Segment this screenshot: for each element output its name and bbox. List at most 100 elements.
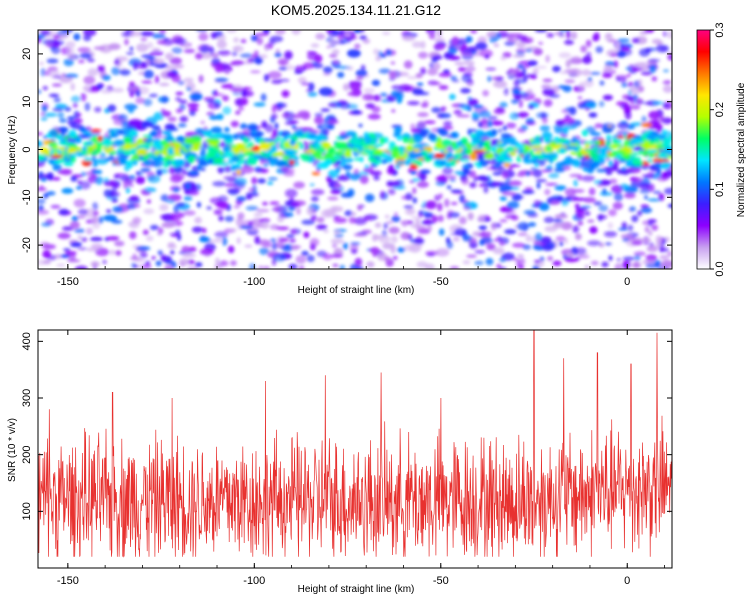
spectrogram-cell xyxy=(178,99,188,105)
spectrogram-cell xyxy=(512,242,526,248)
spectrogram-cell xyxy=(154,62,169,69)
spectrogram-cell xyxy=(38,171,44,178)
spectrogram-cell xyxy=(281,90,290,98)
spectrogram-cell xyxy=(269,201,280,206)
spectrogram-cell xyxy=(230,260,237,266)
y-tick-label: 100 xyxy=(21,502,33,520)
spectrogram-band-cell xyxy=(564,140,571,146)
spectrogram-cell xyxy=(517,232,528,236)
spectrogram-cell xyxy=(214,77,229,82)
spectrogram-cell xyxy=(647,219,657,224)
spectrogram-cell xyxy=(523,209,536,215)
spectrogram-band-cell xyxy=(666,155,672,159)
spectrogram-cell xyxy=(271,104,277,113)
spectrogram-cell xyxy=(125,187,130,194)
spectrogram-cell xyxy=(42,244,56,250)
spectrogram-cell xyxy=(199,237,211,243)
spectrogram-cell xyxy=(465,35,473,43)
spectrogram-band-cell xyxy=(496,143,507,148)
spectrogram-band-cell xyxy=(402,136,408,144)
spectrogram-cell xyxy=(438,85,449,90)
spectrogram-band-cell xyxy=(291,125,297,129)
spectrogram-cell xyxy=(359,175,369,185)
spectrogram-band-cell xyxy=(549,141,558,145)
spectrogram-cell xyxy=(511,193,522,202)
spectrogram-cell xyxy=(103,180,117,187)
spectrogram-cell xyxy=(396,95,403,104)
spectrogram-cell xyxy=(233,37,240,43)
spectrogram-cell xyxy=(426,252,435,257)
spectrogram-band-cell xyxy=(104,148,110,154)
spectrogram-cell xyxy=(594,123,603,129)
spectrogram-cell xyxy=(331,49,340,55)
spectrogram-cell xyxy=(343,32,352,37)
spectrogram-cell xyxy=(486,243,496,251)
spectrogram-band-cell xyxy=(616,135,626,139)
spectrogram-cell xyxy=(163,37,169,42)
spectrogram-cell xyxy=(509,112,520,120)
spectrogram-band-cell xyxy=(224,139,232,144)
spectrogram-cell xyxy=(67,47,75,55)
spectrogram-cell xyxy=(528,222,537,227)
spectrogram-band-cell xyxy=(167,148,175,156)
spectrogram-band-cell xyxy=(224,150,235,158)
spectrogram-cell xyxy=(647,198,661,202)
spectrogram-band-cell xyxy=(408,147,413,153)
spectrogram-cell xyxy=(315,224,328,230)
spectrogram-cell xyxy=(224,70,230,75)
spectrogram-cell xyxy=(499,257,506,263)
spectrogram-band-cell xyxy=(230,166,241,171)
spectrogram-cell xyxy=(533,200,541,208)
spectrogram-cell xyxy=(392,255,398,261)
spectrogram-cell xyxy=(58,208,70,216)
spectrogram-cell xyxy=(570,56,582,65)
spectrogram-cell xyxy=(647,183,655,192)
spectrogram-cell xyxy=(518,170,532,176)
spectrogram-band-cell xyxy=(462,170,472,174)
spectrogram-cell xyxy=(616,50,627,58)
snr-x-axis: -150 -100 -50 0 xyxy=(57,330,665,587)
spectrogram-cell xyxy=(488,115,498,121)
spectrogram-cell xyxy=(221,83,235,89)
spectrogram-cell xyxy=(613,60,619,68)
spectrogram-band-cell xyxy=(47,173,54,181)
spectrogram-cell xyxy=(250,34,259,42)
spectrogram-cell xyxy=(107,104,117,113)
spectrogram-cell xyxy=(462,260,471,265)
spectrogram-band-cell xyxy=(92,162,98,168)
spectrogram-cell xyxy=(333,229,340,236)
spectrogram-band-cell xyxy=(268,141,276,146)
spectrogram-cell xyxy=(325,119,339,125)
spectrogram-band-cell xyxy=(641,144,646,149)
spectrogram-band-cell xyxy=(641,122,653,128)
spectrogram-cell xyxy=(63,58,74,67)
spectrogram-cell xyxy=(624,193,635,198)
spectrogram-cell xyxy=(559,241,564,247)
spectrogram-cell xyxy=(524,187,534,191)
spectrogram-cell xyxy=(200,248,214,256)
spectrogram-cell xyxy=(77,247,88,251)
spectrogram-band-cell xyxy=(210,133,222,138)
spectrogram-cell xyxy=(506,34,519,43)
spectrogram-cell xyxy=(659,254,669,260)
spectrogram-band-cell xyxy=(317,124,322,129)
spectrogram-cell xyxy=(70,175,78,182)
spectrogram-band-cell xyxy=(95,142,104,148)
spectrogram-cell xyxy=(352,109,361,115)
spectrogram-cell xyxy=(362,38,371,44)
spectrogram-band-cell xyxy=(86,145,94,153)
spectrogram-band-cell xyxy=(110,132,119,138)
spectrogram-cell xyxy=(540,236,552,245)
spectrogram-cell xyxy=(624,169,634,174)
spectrogram-cell xyxy=(189,92,203,101)
spectrogram-cell xyxy=(269,238,277,243)
spectrogram-band-cell xyxy=(77,146,82,152)
spectrogram-band-cell xyxy=(485,144,492,152)
spectrogram-band-cell xyxy=(612,139,618,145)
spectrogram-cell xyxy=(574,203,580,209)
spectrogram-cell xyxy=(275,226,290,231)
colorbar-tick-label: 0.1 xyxy=(714,182,726,197)
spectrogram-cell xyxy=(132,253,137,260)
spectrogram-cell xyxy=(602,94,614,101)
spectrogram-band-cell xyxy=(48,142,58,146)
